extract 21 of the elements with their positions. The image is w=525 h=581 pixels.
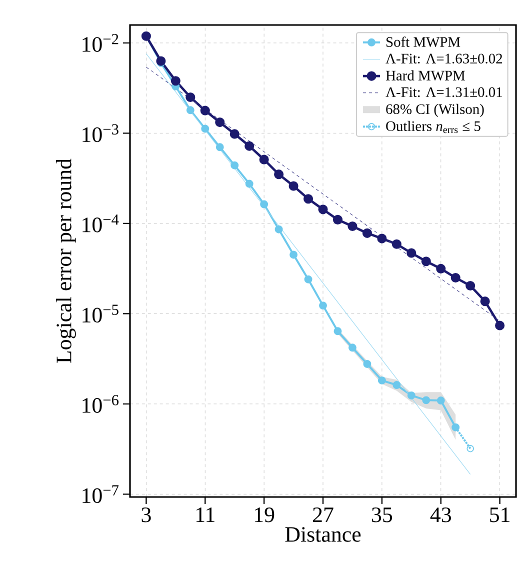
x-axis-title: Distance [285,527,361,542]
legend-label: Hard MWPM [386,70,465,81]
x-tick-label: 51 [490,508,510,522]
y-tick-label: 10$^{−2}$ [82,34,118,52]
annotation: 68% CI (Wilson) [386,104,484,117]
legend-label: Outliers n$_{errs}$ ≤ 5 [386,120,480,134]
x-tick-label: 19 [255,508,274,522]
y-tick-label: 10$^{−3}$ [82,124,118,142]
x-tick-label: 43 [430,508,451,522]
x-tick-label: 3 [142,508,151,522]
legend-label: Λ-Fit: Λ=1.63±0.02 [386,54,502,64]
y-tick-label: 10$^{−5}$ [82,304,118,323]
y-axis-title: Logical error per round [56,158,76,363]
legend-label: Soft MWPM [386,36,460,47]
x-tick-label: 35 [372,508,392,522]
x-tick-label: 27 [313,508,334,522]
y-tick-label: 10$^{−4}$ [82,214,119,232]
y-tick-label: 10$^{−7}$ [82,485,119,504]
y-tick-label: 10$^{−6}$ [82,394,119,413]
x-tick-label: 11 [196,508,214,522]
legend-label: Λ-Fit: Λ=1.31±0.01 [386,87,502,98]
